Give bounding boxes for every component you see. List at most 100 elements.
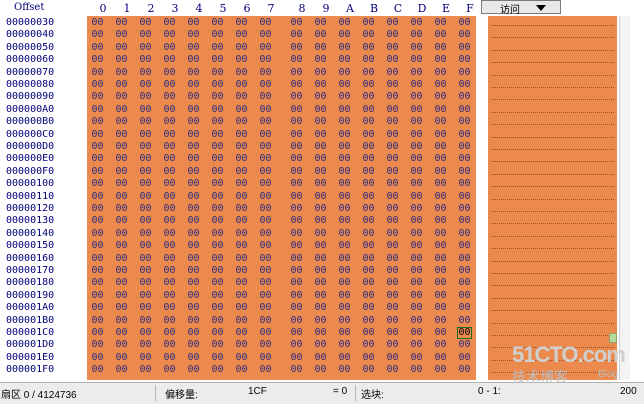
hex-byte[interactable]: 00 xyxy=(290,42,303,53)
hex-byte[interactable]: 00 xyxy=(362,302,375,313)
hex-byte[interactable]: 00 xyxy=(314,240,327,251)
hex-byte[interactable]: 00 xyxy=(211,54,224,65)
hex-byte[interactable]: 00 xyxy=(235,315,248,326)
hex-byte[interactable]: 00 xyxy=(338,277,351,288)
text-row[interactable] xyxy=(491,62,614,63)
hex-byte[interactable]: 00 xyxy=(235,228,248,239)
hex-byte[interactable]: 00 xyxy=(91,42,104,53)
hex-byte[interactable]: 00 xyxy=(434,228,447,239)
hex-byte[interactable]: 00 xyxy=(458,91,471,102)
hex-byte[interactable]: 00 xyxy=(235,191,248,202)
scroll-thumb[interactable] xyxy=(609,333,617,343)
hex-byte[interactable]: 00 xyxy=(139,327,152,338)
hex-byte[interactable]: 00 xyxy=(235,42,248,53)
hex-byte[interactable]: 00 xyxy=(314,277,327,288)
hex-byte[interactable]: 00 xyxy=(362,141,375,152)
hex-byte[interactable]: 00 xyxy=(410,352,423,363)
hex-byte[interactable]: 00 xyxy=(434,67,447,78)
hex-byte[interactable]: 00 xyxy=(338,240,351,251)
hex-byte[interactable]: 00 xyxy=(187,129,200,140)
hex-byte[interactable]: 00 xyxy=(235,166,248,177)
hex-byte[interactable]: 00 xyxy=(338,141,351,152)
hex-byte[interactable]: 00 xyxy=(91,91,104,102)
hex-byte[interactable]: 00 xyxy=(362,364,375,375)
hex-byte[interactable]: 00 xyxy=(434,91,447,102)
hex-byte[interactable]: 00 xyxy=(115,166,128,177)
hex-byte[interactable]: 00 xyxy=(290,352,303,363)
hex-byte[interactable]: 00 xyxy=(338,203,351,214)
hex-byte[interactable]: 00 xyxy=(139,129,152,140)
hex-byte[interactable]: 00 xyxy=(458,228,471,239)
hex-byte[interactable]: 00 xyxy=(290,290,303,301)
hex-byte[interactable]: 00 xyxy=(314,54,327,65)
hex-byte[interactable]: 00 xyxy=(259,67,272,78)
hex-byte[interactable]: 00 xyxy=(91,79,104,90)
hex-byte[interactable]: 00 xyxy=(362,327,375,338)
hex-byte[interactable]: 00 xyxy=(163,302,176,313)
hex-byte[interactable]: 00 xyxy=(290,116,303,127)
text-row[interactable] xyxy=(491,75,614,76)
hex-byte[interactable]: 00 xyxy=(139,253,152,264)
hex-byte[interactable]: 00 xyxy=(163,265,176,276)
hex-byte[interactable]: 00 xyxy=(259,215,272,226)
hex-byte[interactable]: 00 xyxy=(259,327,272,338)
hex-byte[interactable]: 00 xyxy=(91,253,104,264)
hex-byte[interactable]: 00 xyxy=(338,327,351,338)
text-row[interactable] xyxy=(491,223,614,224)
hex-byte[interactable]: 00 xyxy=(259,141,272,152)
hex-byte[interactable]: 00 xyxy=(91,141,104,152)
hex-byte[interactable]: 00 xyxy=(290,228,303,239)
hex-byte[interactable]: 00 xyxy=(410,116,423,127)
text-row[interactable] xyxy=(491,248,614,249)
hex-byte[interactable]: 00 xyxy=(338,29,351,40)
hex-byte[interactable]: 00 xyxy=(434,265,447,276)
hex-byte[interactable]: 00 xyxy=(163,17,176,28)
hex-byte[interactable]: 00 xyxy=(115,17,128,28)
hex-byte[interactable]: 00 xyxy=(115,240,128,251)
hex-byte[interactable]: 00 xyxy=(139,277,152,288)
hex-byte[interactable]: 00 xyxy=(163,352,176,363)
hex-byte[interactable]: 00 xyxy=(115,29,128,40)
hex-byte[interactable]: 00 xyxy=(410,327,423,338)
hex-byte[interactable]: 00 xyxy=(338,302,351,313)
hex-byte[interactable]: 00 xyxy=(163,215,176,226)
hex-byte[interactable]: 00 xyxy=(139,315,152,326)
hex-byte[interactable]: 00 xyxy=(314,67,327,78)
access-dropdown-button[interactable]: 访问 xyxy=(481,0,561,16)
hex-byte[interactable]: 00 xyxy=(187,178,200,189)
hex-byte[interactable]: 00 xyxy=(235,352,248,363)
hex-byte[interactable]: 00 xyxy=(187,67,200,78)
hex-byte[interactable]: 00 xyxy=(91,339,104,350)
hex-byte[interactable]: 00 xyxy=(290,302,303,313)
hex-byte[interactable]: 00 xyxy=(187,42,200,53)
hex-byte[interactable]: 00 xyxy=(259,253,272,264)
hex-byte[interactable]: 00 xyxy=(362,91,375,102)
hex-byte[interactable]: 00 xyxy=(211,364,224,375)
hex-byte[interactable]: 00 xyxy=(115,215,128,226)
hex-byte[interactable]: 00 xyxy=(115,153,128,164)
hex-byte[interactable]: 00 xyxy=(458,116,471,127)
hex-byte[interactable]: 00 xyxy=(458,67,471,78)
hex-byte[interactable]: 00 xyxy=(362,153,375,164)
hex-byte[interactable]: 00 xyxy=(434,129,447,140)
hex-byte[interactable]: 00 xyxy=(211,153,224,164)
hex-byte[interactable]: 00 xyxy=(211,253,224,264)
hex-byte[interactable]: 00 xyxy=(410,129,423,140)
hex-byte[interactable]: 00 xyxy=(362,178,375,189)
hex-byte[interactable]: 00 xyxy=(91,240,104,251)
hex-byte[interactable]: 00 xyxy=(314,166,327,177)
hex-byte[interactable]: 00 xyxy=(139,352,152,363)
hex-byte[interactable]: 00 xyxy=(91,166,104,177)
hex-byte[interactable]: 00 xyxy=(290,29,303,40)
hex-byte[interactable]: 00 xyxy=(259,277,272,288)
hex-byte[interactable]: 00 xyxy=(314,228,327,239)
text-row[interactable] xyxy=(491,310,614,311)
hex-byte[interactable]: 00 xyxy=(314,302,327,313)
hex-byte[interactable]: 00 xyxy=(434,104,447,115)
hex-byte[interactable]: 00 xyxy=(163,166,176,177)
hex-byte[interactable]: 00 xyxy=(187,265,200,276)
hex-byte[interactable]: 00 xyxy=(115,352,128,363)
hex-byte[interactable]: 00 xyxy=(115,253,128,264)
hex-byte[interactable]: 00 xyxy=(458,203,471,214)
hex-byte[interactable]: 00 xyxy=(386,166,399,177)
